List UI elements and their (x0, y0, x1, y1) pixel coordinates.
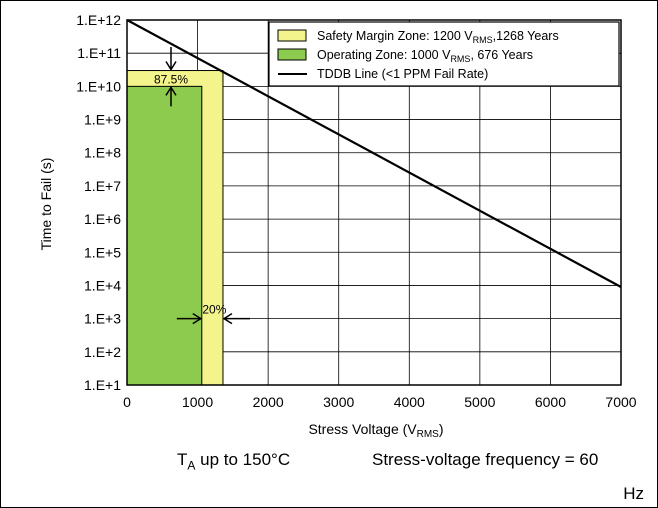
y-tick-label: 1.E+5 (84, 244, 121, 260)
frequency-unit: Hz (623, 484, 644, 503)
annotations: 87.5% 20% (154, 47, 250, 325)
x-tick-label: 5000 (464, 394, 495, 410)
y-tick-label: 1.E+2 (84, 344, 121, 360)
zones (126, 70, 224, 386)
arrowhead-20-left (192, 313, 203, 325)
legend-label: TDDB Line (<1 PPM Fail Rate) (317, 67, 488, 81)
annotation-87-5-percent: 87.5% (154, 72, 188, 86)
x-tick-label: 7000 (605, 394, 636, 410)
x-tick-label: 3000 (323, 394, 354, 410)
legend-swatch (277, 48, 307, 61)
annotation-20-percent: 20% (202, 303, 226, 317)
arrowhead-87-bottom (165, 85, 177, 96)
plot-border (126, 19, 622, 386)
y-tick-label: 1.E+3 (84, 311, 121, 327)
x-tick-label: 2000 (253, 394, 284, 410)
y-tick-label: 1.E+8 (84, 145, 121, 161)
y-tick-label: 1.E+9 (84, 112, 121, 128)
tick-labels: 0 1000 2000 3000 4000 5000 6000 7000 1.E+1 1.E+2 1… (76, 12, 637, 410)
x-tick-label: 0 (123, 394, 131, 410)
x-tick-label: 6000 (535, 394, 566, 410)
legend-box (268, 21, 620, 87)
arrowhead-87-top (165, 61, 177, 71)
y-tick-label: 1.E+11 (77, 45, 121, 61)
legend-swatch (277, 29, 307, 42)
x-axis-label: Stress Voltage (VRMS) (308, 421, 443, 440)
x-tick-label: 1000 (182, 394, 213, 410)
frequency-condition: Stress-voltage frequency = 60 (372, 450, 599, 469)
y-axis-label: Time to Fail (s) (38, 158, 54, 251)
legend: Safety Margin Zone: 1200 VRMS,1268 Years… (268, 21, 620, 87)
legend-label: Safety Margin Zone: 1200 VRMS,1268 Years (317, 29, 559, 45)
y-tick-label: 1.E+7 (84, 178, 121, 194)
y-tick-label: 1.E+1 (84, 377, 121, 393)
y-tick-label: 1.E+12 (76, 12, 121, 28)
y-tick-label: 1.E+6 (84, 211, 121, 227)
temperature-condition: TA up to 150°C (177, 450, 291, 473)
x-tick-label: 4000 (394, 394, 425, 410)
tddb-line (126, 19, 622, 288)
arrowhead-20-right (222, 313, 233, 325)
series-lines (126, 19, 622, 386)
operating-zone (126, 85, 203, 386)
legend-label: Operating Zone: 1000 VRMS, 676 Years (317, 48, 533, 64)
y-tick-label: 1.E+10 (76, 78, 121, 94)
y-tick-label: 1.E+4 (84, 277, 121, 293)
